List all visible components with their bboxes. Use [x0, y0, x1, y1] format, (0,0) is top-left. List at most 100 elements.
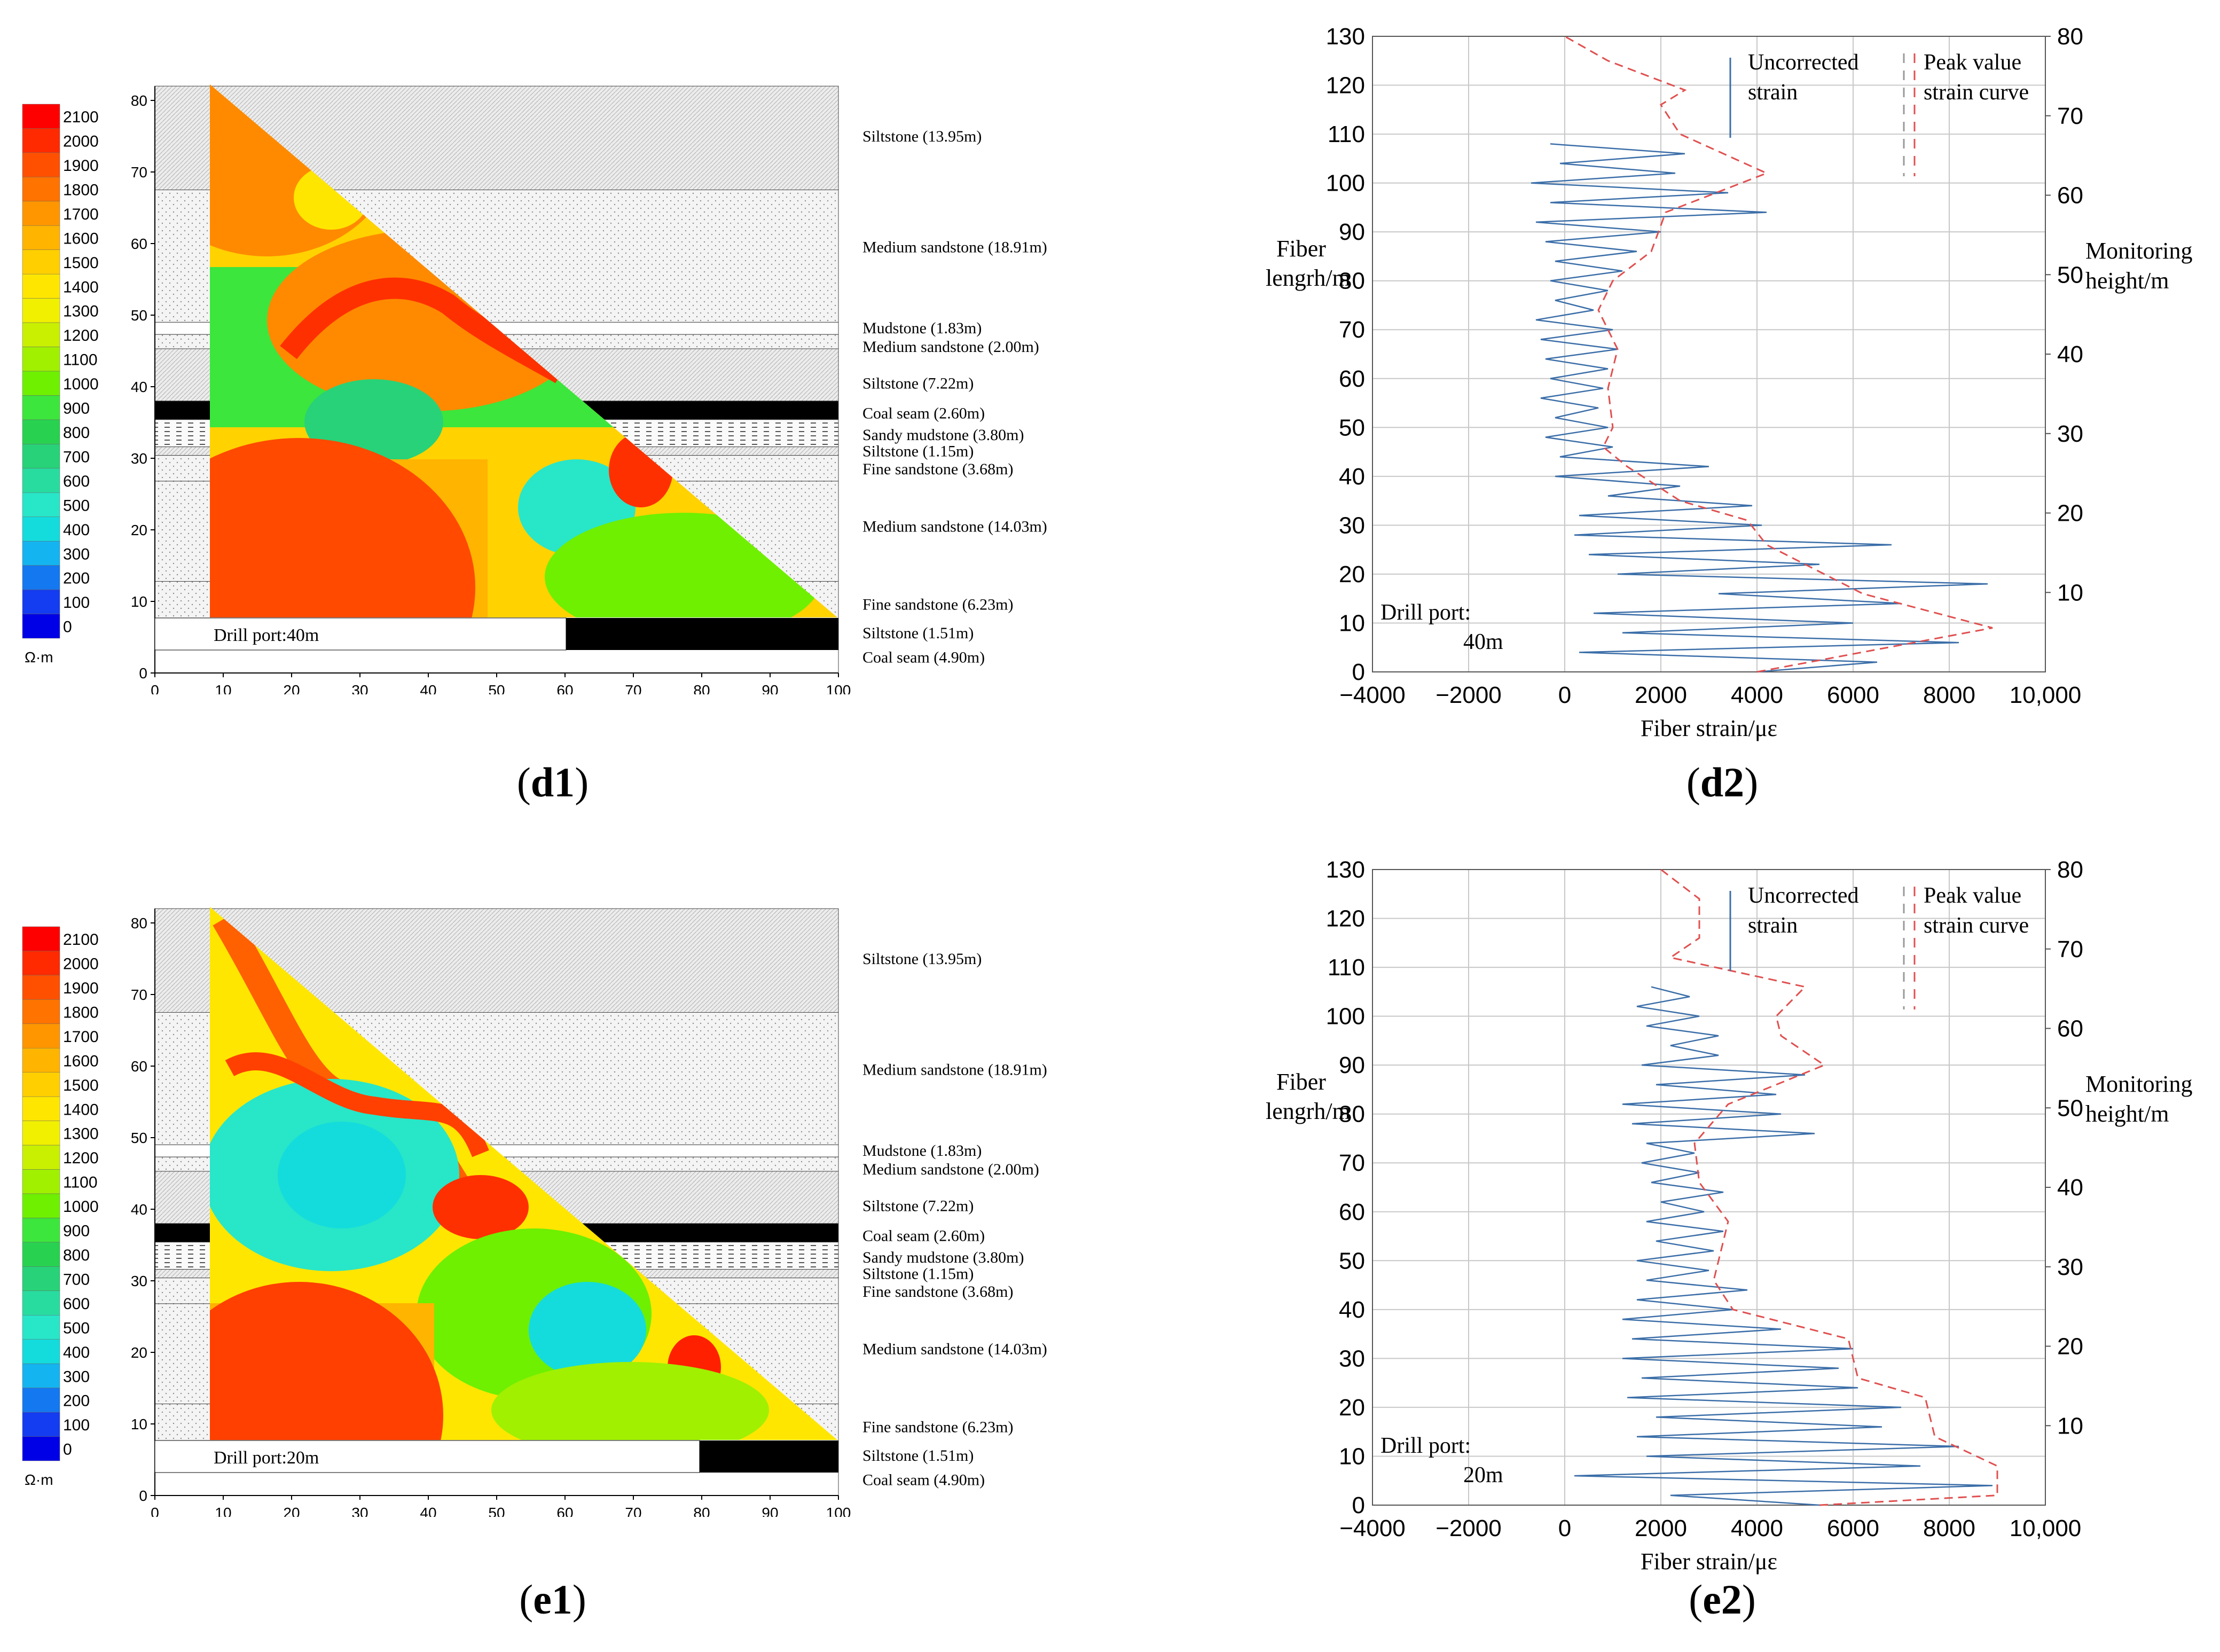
colorbar-label: 0 [63, 618, 72, 636]
legend-label: strain curve [1924, 913, 2029, 938]
x-tick-label: 10 [215, 1505, 231, 1517]
y-tick-label: 20 [1339, 561, 1365, 588]
x-axis-label: Fiber strain/με [1641, 1548, 1777, 1575]
legend-label: Uncorrected [1748, 883, 1859, 908]
x-tick-label: 60 [556, 1505, 573, 1517]
x-tick-label: 30 [351, 682, 368, 694]
colorbar-label: 1300 [63, 1125, 99, 1143]
colorbar-label: 1500 [63, 254, 99, 272]
y-tick-label: 100 [1326, 1004, 1365, 1030]
y-tick-label: 120 [1326, 73, 1365, 99]
y2-tick-label: 80 [2057, 857, 2083, 883]
colorbar-swatch [22, 347, 60, 372]
y-tick-label: 60 [1339, 366, 1365, 392]
legend-label: Peak value [1924, 883, 2021, 908]
colorbar: 2100200019001800170016001500140013001200… [22, 926, 99, 1488]
x-tick-label: −2000 [1435, 1515, 1502, 1541]
colorbar-label: 1200 [63, 327, 99, 345]
y-tick-label: 60 [131, 1058, 147, 1075]
stratum-label: Medium sandstone (18.91m) [862, 1061, 1047, 1079]
y2-tick-label: 80 [2057, 24, 2083, 50]
y-tick-label: 40 [1339, 464, 1365, 490]
colorbar-label: 300 [63, 545, 90, 563]
colorbar-swatch [22, 614, 60, 639]
colorbar-swatch [22, 1266, 60, 1291]
stratum-label: Siltstone (7.22m) [862, 1197, 974, 1215]
y-tick-label: 110 [1328, 954, 1365, 981]
colorbar-swatch [22, 419, 60, 444]
y-axis-label: Fiber [1276, 236, 1326, 262]
colorbar-swatch [22, 371, 60, 396]
colorbar-label: 1100 [63, 351, 98, 369]
x-tick-label: 70 [625, 1505, 641, 1517]
y-tick-label: 130 [1326, 857, 1365, 883]
x-tick-label: 100 [826, 1505, 851, 1517]
colorbar-label: 1800 [63, 181, 99, 199]
y-tick-label: 70 [1339, 1150, 1365, 1176]
caption-e1: (e1) [519, 1576, 586, 1623]
uncorrected-strain-line [1531, 143, 1988, 673]
colorbar-swatch [22, 589, 60, 614]
x-tick-label: 50 [488, 682, 505, 694]
y2-tick-label: 40 [2057, 1175, 2083, 1201]
drill-port-label: Drill port: [1380, 1434, 1471, 1458]
x-tick-label: 0 [1558, 682, 1571, 708]
stratum-label: Coal seam (4.90m) [862, 649, 985, 667]
x-tick-label: 80 [693, 682, 710, 694]
colorbar-label: 1900 [63, 980, 99, 997]
y-tick-label: 70 [131, 986, 147, 1003]
stratum-label: Siltstone (13.95m) [862, 950, 982, 968]
colorbar-swatch [22, 104, 60, 129]
colorbar-label: 1000 [63, 375, 99, 393]
y-tick-label: 30 [131, 1273, 147, 1289]
colorbar-label: 800 [63, 1247, 90, 1264]
x-tick-label: 0 [151, 682, 159, 694]
y-tick-label: 60 [1339, 1199, 1365, 1225]
y2-tick-label: 50 [2057, 262, 2083, 288]
stratum-label: Mudstone (1.83m) [862, 1142, 982, 1160]
colorbar-swatch [22, 516, 60, 542]
y-tick-label: 30 [131, 450, 147, 467]
colorbar-label: 500 [63, 497, 90, 514]
y2-tick-label: 10 [2057, 1413, 2083, 1439]
colorbar-swatch [22, 1290, 60, 1316]
colorbar-label: 800 [63, 424, 90, 442]
section-axes: 0 10 20 30 40 50 60 70 80 90 100 0 10 20 30 40 50 60 70 80 [131, 86, 851, 694]
colorbar-swatch [22, 1121, 60, 1146]
colorbar-swatch [22, 444, 60, 469]
x-tick-label: 6000 [1827, 682, 1879, 708]
colorbar-label: 1400 [63, 278, 99, 296]
x-tick-label: −4000 [1339, 1515, 1406, 1541]
y2-tick-label: 70 [2057, 936, 2083, 962]
legend-label: strain [1748, 80, 1798, 105]
colorbar-swatch [22, 249, 60, 275]
stratum-label: Siltstone (7.22m) [862, 374, 974, 392]
strata-labels: Siltstone (13.95m) Medium sandstone (18.9… [862, 128, 1047, 667]
drill-port-label: Drill port:20m [214, 1448, 319, 1468]
colorbar-label: 2000 [63, 956, 99, 973]
x-tick-label: 20 [283, 682, 300, 694]
x-tick-label: 0 [151, 1505, 159, 1517]
colorbar-label: 1700 [63, 206, 99, 223]
colorbar-swatch [22, 1145, 60, 1170]
y2-tick-label: 10 [2057, 580, 2083, 606]
colorbar-swatch [22, 541, 60, 566]
x-tick-label: 40 [420, 1505, 436, 1517]
x-tick-label: 90 [762, 1505, 778, 1517]
stratum-label: Coal seam (2.60m) [862, 1227, 985, 1245]
caption-d1: (d1) [516, 759, 589, 805]
colorbar-swatch [22, 1096, 60, 1121]
resistivity-section-e1: 0 10 20 30 40 50 60 70 80 90 10001020304050607080 … [22, 907, 1047, 1517]
y-tick-label: 60 [131, 236, 147, 252]
y-tick-label: 0 [1352, 1492, 1365, 1518]
y2-axis-label: Monitoring [2085, 1071, 2192, 1097]
colorbar-label: 300 [63, 1368, 90, 1385]
y-tick-label: 90 [1339, 1052, 1365, 1078]
colorbar-label: 400 [63, 1344, 90, 1361]
strain-chart-e2: −4000 −2000 0 2000 4000 6000 8000 10,000 0 10 20 30… [1266, 857, 2192, 1575]
plot-frame [1372, 869, 2046, 1506]
peak-strain-curve [1660, 868, 1998, 1506]
colorbar-label: 200 [63, 570, 90, 588]
colorbar-swatch [22, 1023, 60, 1048]
legend-label: Uncorrected [1748, 50, 1859, 75]
